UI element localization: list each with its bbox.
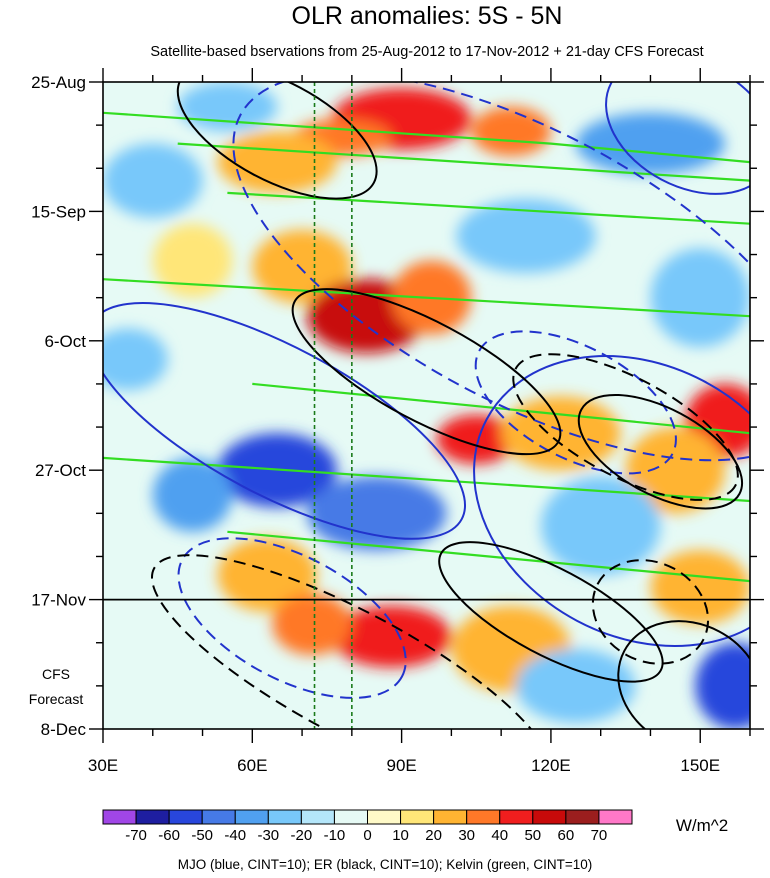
x-tick-label: 150E	[680, 756, 720, 775]
chart-title: OLR anomalies: 5S - 5N	[292, 2, 563, 30]
y-axis: 25-Aug 15-Sep 6-Oct 27-Oct 17-Nov 8-Dec	[31, 73, 764, 739]
colorbar-label: -30	[257, 827, 279, 844]
reference-longitude-lines	[313, 82, 353, 729]
colorbar-label: -40	[224, 827, 246, 844]
anomaly-patch	[540, 476, 661, 575]
kelvin-contour	[103, 456, 750, 503]
mjo-contour	[232, 82, 750, 462]
anomaly-patch	[217, 131, 337, 193]
er-contour	[591, 559, 710, 665]
colorbar-swatch	[102, 809, 137, 825]
colorbar-swatch	[300, 809, 335, 825]
x-tick-label: 120E	[531, 756, 571, 775]
er-contour	[512, 353, 739, 501]
colorbar-label: 0	[363, 827, 371, 844]
colorbar-swatch	[565, 809, 600, 825]
y-tick-label: 8-Dec	[41, 720, 87, 739]
er-contours	[150, 82, 750, 729]
colorbar-label: 10	[392, 827, 409, 844]
anomaly-patch	[307, 476, 447, 551]
anomaly-patch	[152, 457, 233, 532]
colorbar-label: 40	[491, 827, 508, 844]
y-tick-label: 15-Sep	[31, 202, 86, 221]
colorbar-swatch	[333, 809, 368, 825]
x-tick-label: 60E	[237, 756, 267, 775]
x-axis: 30E 60E 90E 120E 150E	[88, 68, 751, 775]
footer-legend: MJO (blue, CINT=10); ER (black, CINT=10)…	[178, 857, 593, 872]
colorbar-label: -70	[125, 827, 147, 844]
colorbar-unit: W/m^2	[676, 816, 728, 835]
anomaly-patch	[456, 199, 596, 274]
colorbar-label: 60	[558, 827, 575, 844]
er-contour	[176, 82, 378, 200]
y-tick-label: 25-Aug	[31, 73, 86, 92]
colorbar-swatch	[400, 809, 435, 825]
colorbar-label: -60	[158, 827, 180, 844]
chart-subtitle: Satellite-based bservations from 25-Aug-…	[150, 44, 703, 60]
plot-frame	[102, 81, 751, 730]
colorbar-swatch	[267, 809, 302, 825]
forecast-label-line1: CFS	[42, 666, 70, 682]
colorbar-label: -50	[191, 827, 213, 844]
anomaly-patch	[436, 414, 517, 465]
er-contour	[150, 554, 553, 729]
olr-anomaly-field	[103, 82, 750, 729]
colorbar-swatch	[234, 809, 269, 825]
er-contour	[617, 620, 750, 729]
er-contour	[577, 393, 744, 510]
y-tick-label: 6-Oct	[44, 332, 86, 351]
colorbar-swatch	[135, 809, 170, 825]
y-tick-label: 27-Oct	[35, 461, 86, 480]
colorbar: -70 -60 -50 -40 -30 -20 -10 0 10 20 30 40 50 60 70	[102, 809, 633, 844]
colorbar-label: 50	[524, 827, 541, 844]
mjo-contour	[605, 82, 750, 195]
x-tick-label: 30E	[88, 756, 118, 775]
anomaly-patch	[575, 112, 726, 175]
kelvin-contour	[103, 111, 750, 164]
anomaly-patch	[152, 223, 233, 298]
colorbar-label: 30	[458, 827, 475, 844]
colorbar-swatch	[466, 809, 501, 825]
mjo-contour	[177, 537, 407, 699]
colorbar-swatch	[499, 809, 534, 825]
colorbar-label: -10	[324, 827, 346, 844]
anomaly-patch	[695, 642, 750, 729]
colorbar-swatch	[367, 809, 402, 825]
anomaly-patch	[252, 229, 352, 304]
anomaly-patch	[650, 248, 750, 347]
plot-area	[103, 82, 750, 729]
colorbar-label: -20	[291, 827, 313, 844]
kelvin-contour	[252, 382, 750, 435]
anomaly-patch	[471, 106, 551, 156]
x-tick-label: 90E	[386, 756, 416, 775]
anomaly-patch	[516, 648, 636, 723]
anomaly-patch	[103, 143, 203, 218]
colorbar-swatch	[168, 809, 203, 825]
kelvin-contour	[103, 278, 750, 318]
mjo-contour	[473, 355, 750, 647]
er-contour	[438, 541, 664, 683]
kelvin-contour	[227, 191, 750, 225]
colorbar-swatch	[201, 809, 236, 825]
forecast-label-line2: Forecast	[29, 691, 84, 707]
anomaly-patch	[217, 537, 318, 612]
anomaly-patch	[650, 550, 750, 625]
colorbar-swatch	[598, 809, 633, 825]
colorbar-swatch	[433, 809, 468, 825]
mjo-contours	[103, 82, 750, 699]
anomaly-patch	[103, 328, 168, 391]
colorbar-label: 20	[425, 827, 442, 844]
mjo-contour	[103, 302, 466, 540]
anomaly-patch	[331, 605, 452, 668]
anomaly-patch	[272, 593, 352, 656]
y-tick-label: 17-Nov	[31, 591, 86, 610]
colorbar-label: 70	[591, 827, 608, 844]
kelvin-contour	[177, 142, 750, 182]
colorbar-swatch	[532, 809, 567, 825]
anomaly-patch	[625, 427, 726, 514]
